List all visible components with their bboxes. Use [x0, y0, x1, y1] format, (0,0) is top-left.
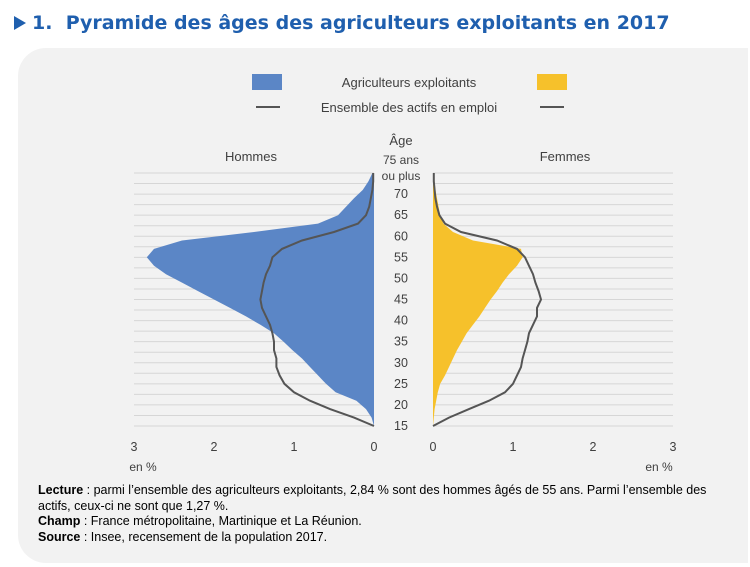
- figure-number: 1.: [32, 12, 53, 34]
- age-tick-label: 20: [394, 398, 408, 412]
- age-top-label-2: ou plus: [382, 169, 421, 183]
- age-tick-labels: 70 65 60 55 50 45 40 35 30 25 20 15: [394, 187, 408, 433]
- age-tick-label: 45: [394, 293, 408, 307]
- x-tick-label-right: 2: [590, 440, 597, 454]
- x-unit-right: en %: [645, 460, 673, 474]
- age-top-label-1: 75 ans: [383, 153, 419, 167]
- age-tick-label: 30: [394, 356, 408, 370]
- legend-swatch-women: [537, 74, 567, 90]
- x-tick-label-right: 1: [510, 440, 517, 454]
- note-lecture: Lecture : parmi l’ensemble des agriculte…: [38, 483, 707, 513]
- title-arrow-icon: [14, 16, 26, 30]
- note-champ: Champ : France métropolitaine, Martiniqu…: [38, 514, 362, 528]
- age-tick-label: 60: [394, 229, 408, 243]
- age-tick-label: 50: [394, 271, 408, 285]
- line-ensemble-hommes: [259, 173, 375, 427]
- legend-swatch-men: [252, 74, 282, 90]
- age-tick-label: 35: [394, 335, 408, 349]
- x-tick-label-left: 1: [291, 440, 298, 454]
- line-ensemble-femmes: [432, 173, 543, 427]
- gridlines-right: [433, 172, 673, 427]
- age-axis-title: Âge: [389, 133, 412, 148]
- age-tick-label: 70: [394, 187, 408, 201]
- notes-block: Lecture : parmi l’ensemble des agriculte…: [38, 483, 738, 545]
- series-layer: [146, 173, 543, 427]
- age-tick-label: 40: [394, 314, 408, 328]
- age-tick-label: 25: [394, 377, 408, 391]
- page-title: 1. Pyramide des âges des agriculteurs ex…: [14, 12, 670, 34]
- figure-title: Pyramide des âges des agriculteurs explo…: [65, 12, 670, 34]
- legend-label-agriculteurs: Agriculteurs exploitants: [342, 75, 477, 90]
- header-femmes: Femmes: [540, 149, 591, 164]
- note-source: Source : Insee, recensement de la popula…: [38, 529, 328, 544]
- x-tick-label-left: 2: [211, 440, 218, 454]
- x-tick-label-left: 3: [131, 440, 138, 454]
- x-tick-label-left: 0: [371, 440, 378, 454]
- header-hommes: Hommes: [225, 149, 278, 164]
- age-tick-label: 65: [394, 208, 408, 222]
- chart-panel: [18, 48, 748, 563]
- age-tick-label: 15: [394, 419, 408, 433]
- area-agriculteurs-femmes: [433, 173, 523, 426]
- x-unit-left: en %: [129, 460, 157, 474]
- legend-label-ensemble: Ensemble des actifs en emploi: [321, 100, 497, 115]
- x-tick-labels: 3 2 1 0 0 1 2 3: [131, 440, 677, 454]
- x-tick-label-right: 3: [670, 440, 677, 454]
- x-tick-label-right: 0: [430, 440, 437, 454]
- age-tick-label: 55: [394, 250, 408, 264]
